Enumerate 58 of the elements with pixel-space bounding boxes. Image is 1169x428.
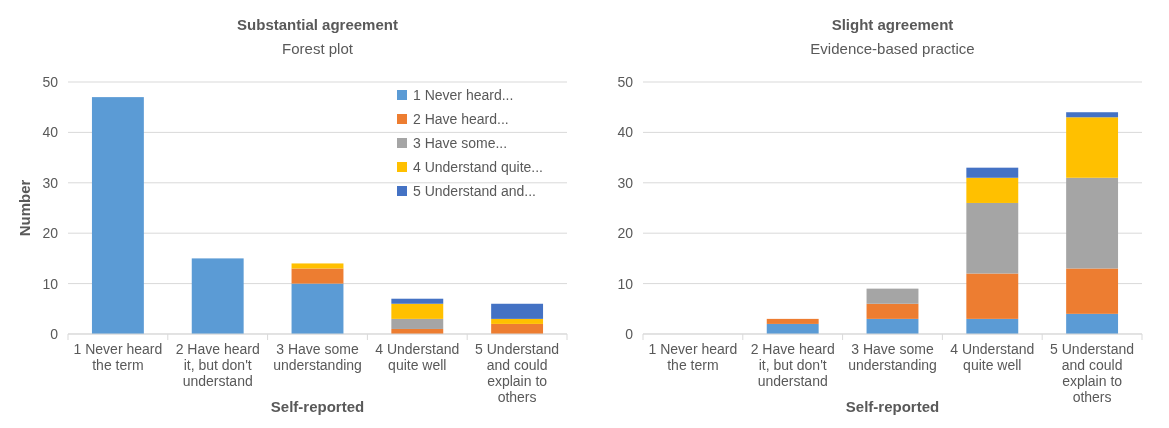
- x-tick-label: 5 Understand and could explain to others: [1050, 341, 1135, 405]
- bar: [191, 258, 244, 334]
- x-tick-label: 3 Have some understanding: [848, 341, 937, 373]
- bar: [491, 318, 544, 324]
- bar: [1066, 313, 1119, 334]
- x-tick-label: 1 Never heard the term: [73, 341, 163, 373]
- x-tick-label: 5 Understand and could explain to others: [475, 341, 560, 405]
- bar: [966, 167, 1019, 178]
- y-tick-label: 20: [617, 225, 634, 242]
- legend-label: 3 Have some...: [413, 135, 508, 151]
- y-tick-label: 30: [617, 174, 634, 191]
- legend-label: 4 Understand quite...: [413, 159, 543, 175]
- bar: [966, 202, 1019, 274]
- x-tick-label: 4 Understand quite well: [375, 341, 460, 373]
- bar: [1066, 177, 1119, 269]
- bar: [866, 303, 919, 319]
- bar: [866, 288, 919, 304]
- bar: [391, 298, 444, 304]
- x-tick-label: 2 Have heard it, but don't understand: [750, 341, 835, 389]
- legend-label: 1 Never heard...: [413, 87, 514, 103]
- bar: [291, 283, 344, 334]
- y-tick-label: 0: [50, 326, 59, 342]
- x-axis-title: Self-reported: [270, 398, 365, 415]
- x-tick-label: 4 Understand quite well: [950, 341, 1035, 373]
- bar: [391, 318, 444, 329]
- bar: [966, 273, 1019, 319]
- y-tick-label: 10: [617, 275, 634, 292]
- legend-label: 5 Understand and...: [413, 183, 536, 199]
- chart-title: Substantial agreement: [237, 16, 398, 33]
- bar: [291, 263, 344, 269]
- bar: [91, 97, 144, 334]
- bar: [966, 318, 1019, 334]
- x-tick-label: 3 Have some understanding: [273, 341, 362, 373]
- y-tick-label: 20: [42, 225, 59, 242]
- chart-subtitle: Evidence-based practice: [810, 40, 975, 57]
- y-tick-label: 0: [625, 326, 634, 342]
- y-tick-label: 40: [617, 124, 634, 141]
- bar: [966, 177, 1019, 203]
- x-axis-title: Self-reported: [845, 398, 940, 415]
- x-tick-label: 2 Have heard it, but don't understand: [175, 341, 260, 389]
- y-tick-label: 10: [42, 275, 59, 292]
- y-tick-label: 40: [42, 124, 59, 141]
- bar: [1066, 117, 1119, 178]
- bar: [291, 268, 344, 284]
- bar: [391, 303, 444, 319]
- bar: [766, 318, 819, 324]
- x-tick-label: 1 Never heard the term: [648, 341, 738, 373]
- legend-label: 2 Have heard...: [413, 111, 509, 127]
- chart-title: Slight agreement: [831, 16, 954, 33]
- bar: [491, 303, 544, 319]
- y-axis-title: Number: [16, 179, 33, 237]
- bar: [1066, 268, 1119, 314]
- bar: [866, 318, 919, 334]
- y-tick-label: 50: [42, 74, 59, 90]
- chart-subtitle: Forest plot: [282, 40, 354, 57]
- bar: [1066, 112, 1119, 118]
- y-tick-label: 30: [42, 174, 59, 191]
- y-tick-label: 50: [617, 74, 634, 90]
